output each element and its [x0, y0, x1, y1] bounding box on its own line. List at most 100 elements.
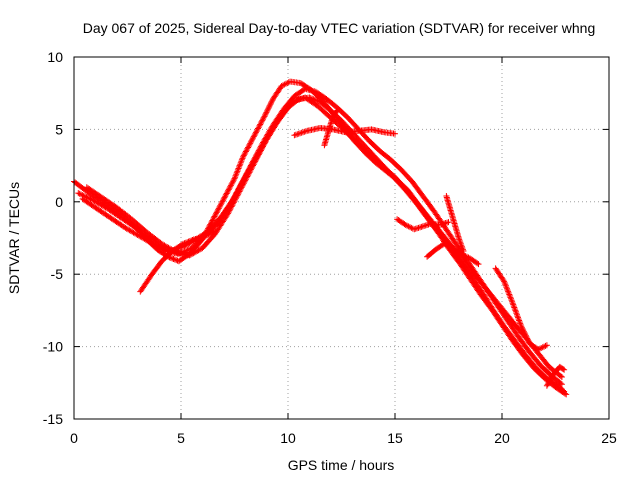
data-point	[225, 209, 232, 215]
data-point	[229, 179, 236, 186]
data-point	[245, 143, 252, 150]
data-point	[242, 177, 249, 184]
data-point	[519, 326, 526, 332]
x-tick-label: 25	[601, 430, 617, 446]
y-tick-label: 5	[55, 121, 63, 137]
data-point	[221, 194, 228, 201]
data-point	[539, 344, 546, 351]
data-point	[259, 144, 266, 151]
data-point	[210, 216, 217, 223]
data-point	[224, 189, 231, 196]
data-point	[235, 191, 242, 198]
data-point	[240, 180, 247, 187]
tick-labels-layer: 0 5 10 15 20 25 -15 -10 -5 0 5 10	[43, 49, 617, 446]
data-track	[137, 227, 219, 295]
data-point	[225, 187, 232, 194]
data-point	[561, 366, 568, 373]
data-point	[255, 124, 262, 131]
data-point	[459, 251, 466, 258]
data-point	[256, 122, 263, 129]
ticks-layer	[73, 56, 610, 420]
x-tick-label: 5	[177, 430, 185, 446]
data-point	[517, 321, 524, 328]
data-point	[266, 102, 273, 109]
data-point	[261, 140, 268, 147]
data-point	[541, 343, 548, 350]
data-layer	[71, 78, 570, 398]
data-track	[394, 216, 452, 233]
data-point	[251, 132, 258, 139]
data-point	[264, 106, 271, 113]
data-point	[234, 192, 241, 199]
data-point	[255, 151, 262, 158]
data-point	[242, 148, 249, 155]
data-point	[245, 144, 252, 151]
data-point	[240, 152, 247, 159]
data-point	[213, 210, 219, 217]
data-point	[544, 381, 551, 388]
data-point	[260, 114, 267, 121]
y-tick-label: 0	[55, 194, 63, 210]
data-track	[321, 107, 341, 149]
data-point	[237, 185, 244, 192]
data-track	[424, 240, 482, 268]
data-point	[218, 200, 225, 206]
data-point	[545, 380, 552, 387]
data-point	[280, 82, 286, 89]
x-tick-label: 15	[387, 430, 403, 446]
data-point	[268, 98, 275, 105]
data-point	[542, 342, 549, 349]
data-point	[460, 248, 467, 254]
data-point	[236, 162, 243, 169]
data-point	[548, 375, 555, 381]
data-point	[241, 151, 248, 158]
data-point	[236, 188, 243, 195]
data-point	[524, 336, 531, 343]
data-point	[232, 196, 239, 203]
data-point	[507, 294, 514, 301]
data-point	[562, 390, 568, 397]
y-tick-label: -5	[51, 266, 64, 282]
data-point	[513, 310, 520, 317]
data-point	[402, 222, 409, 228]
data-point	[501, 279, 508, 286]
data-point	[230, 199, 237, 206]
data-point	[521, 330, 528, 336]
data-point	[202, 232, 209, 239]
data-point	[240, 181, 247, 188]
data-point	[520, 328, 527, 335]
data-track	[492, 265, 550, 353]
data-point	[525, 338, 532, 344]
data-point	[268, 100, 274, 106]
data-point	[252, 129, 259, 136]
data-point	[522, 332, 529, 339]
data-point	[557, 373, 564, 380]
data-point	[232, 172, 239, 179]
data-point	[264, 108, 271, 114]
data-track	[291, 125, 398, 139]
data-point	[251, 159, 258, 166]
data-point	[250, 133, 257, 140]
data-point	[180, 240, 187, 247]
data-track	[443, 193, 467, 254]
data-point	[214, 208, 221, 215]
data-point	[215, 205, 222, 212]
data-point	[242, 176, 249, 183]
x-axis-label: GPS time / hours	[288, 457, 395, 473]
data-point	[257, 148, 264, 155]
data-point	[210, 228, 217, 235]
data-point	[208, 229, 215, 236]
data-point	[462, 253, 469, 260]
data-point	[392, 130, 398, 137]
data-point	[231, 175, 238, 182]
data-point	[209, 217, 216, 224]
data-point	[183, 247, 189, 254]
data-point	[261, 113, 268, 120]
data-point	[445, 243, 452, 249]
x-tick-label: 20	[494, 430, 510, 446]
data-point	[500, 277, 507, 284]
data-point	[216, 204, 223, 210]
data-point	[257, 121, 264, 128]
x-tick-label: 0	[70, 430, 78, 446]
data-point	[223, 190, 230, 197]
